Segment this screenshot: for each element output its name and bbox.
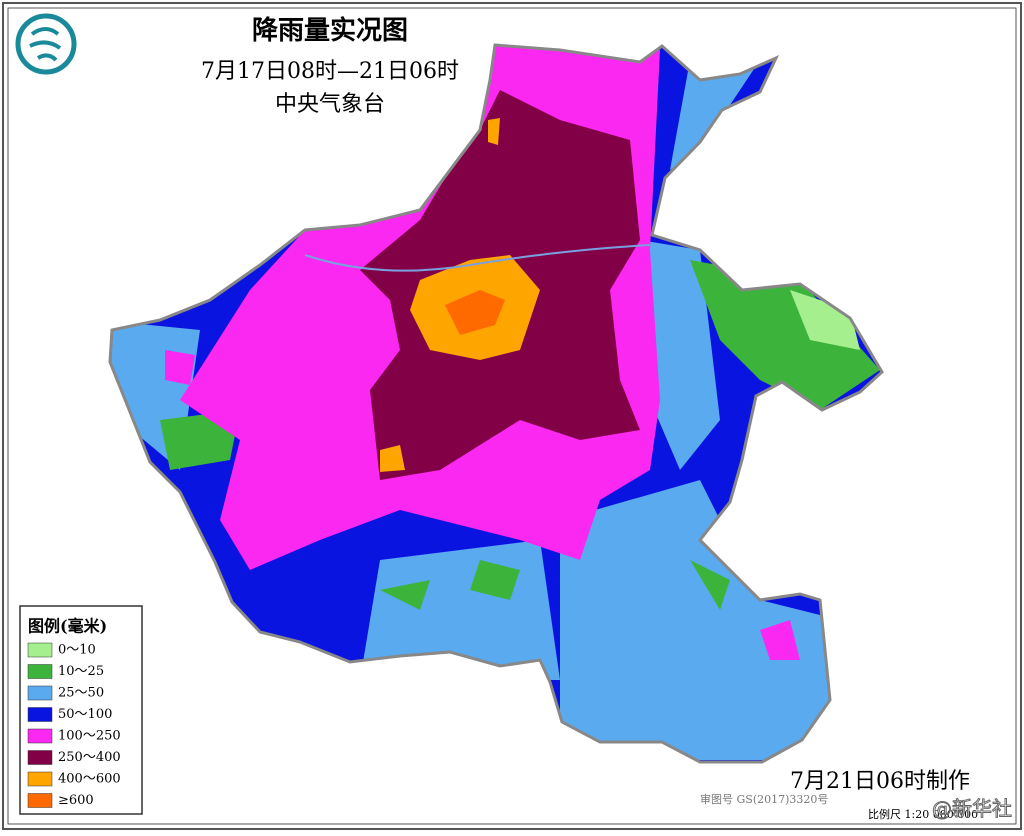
legend-swatch — [27, 642, 53, 658]
period: 7月17日08时—21日06时 — [201, 59, 459, 84]
legend-title: 图例(毫米) — [28, 617, 107, 636]
legend-swatch — [27, 750, 53, 765]
logo — [15, 13, 77, 75]
legend-swatch — [27, 707, 53, 722]
title: 降雨量实况图 — [252, 15, 408, 46]
legend-label: 50～100 — [58, 707, 112, 722]
scale: 比例尺 1:20 000 000 — [868, 807, 978, 821]
rain-zone — [790, 290, 860, 350]
rain-zone — [160, 260, 880, 610]
legend-swatch — [27, 793, 53, 808]
rain-zone — [380, 118, 540, 472]
legend: 图例(毫米) 0～10 10～25 25～50 50～100 100～250 250～40… — [19, 605, 143, 815]
legend-label: 10～25 — [58, 664, 104, 679]
legend-label: 250～400 — [58, 750, 121, 765]
legend-label: ≥600 — [58, 793, 94, 808]
legend-label: 25～50 — [58, 686, 104, 701]
issuer: 中央气象台 — [275, 92, 385, 117]
rain-zone — [110, 60, 840, 760]
rain-map — [110, 45, 882, 762]
legend-swatch — [27, 685, 53, 701]
legend-swatch — [27, 728, 53, 744]
legend-label: 100～250 — [58, 729, 121, 744]
legend-swatch — [27, 664, 53, 679]
yellow-river — [304, 244, 651, 272]
rain-zone — [445, 290, 505, 335]
legend-label: 0～10 — [58, 643, 96, 658]
legend-label: 400～600 — [58, 772, 121, 787]
watermark: @新华社 — [932, 797, 1012, 821]
approval: 审图号 GS(2017)3320号 — [700, 792, 828, 806]
made-time: 7月21日06时制作 — [790, 769, 970, 794]
frame-inner — [7, 7, 1017, 825]
legend-swatch — [27, 771, 53, 787]
logo-mark — [29, 27, 62, 62]
